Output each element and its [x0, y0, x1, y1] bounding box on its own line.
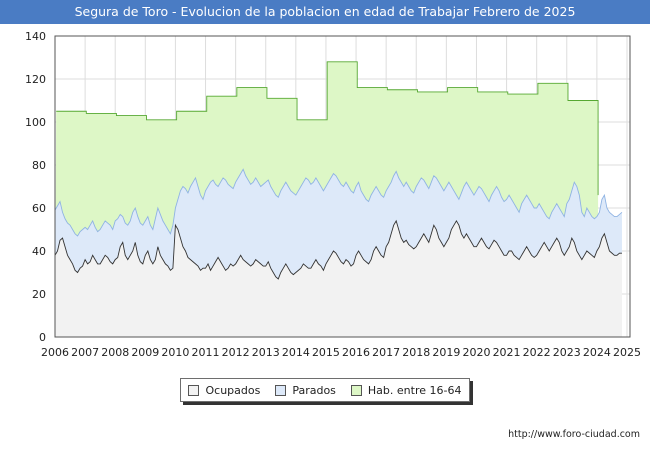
- x-tick-label-2024: 2024: [583, 346, 611, 359]
- x-tick-label-2009: 2009: [131, 346, 159, 359]
- legend-label-ocupados: Ocupados: [205, 383, 261, 397]
- x-tick-label-2021: 2021: [493, 346, 521, 359]
- x-tick-label-2013: 2013: [252, 346, 280, 359]
- x-tick-label-2006: 2006: [41, 346, 69, 359]
- y-tick-label-0: 0: [39, 331, 46, 344]
- x-tick-label-2018: 2018: [402, 346, 430, 359]
- x-tick-label-2015: 2015: [312, 346, 340, 359]
- series-ocupados-line: [54, 219, 622, 280]
- x-tick-label-2011: 2011: [192, 346, 220, 359]
- y-tick-label-120: 120: [25, 73, 46, 86]
- x-tick-label-2022: 2022: [523, 346, 551, 359]
- legend-label-parados: Parados: [292, 383, 336, 397]
- x-tick-label-2012: 2012: [222, 346, 250, 359]
- y-tick-label-20: 20: [32, 288, 46, 301]
- y-tick-label-100: 100: [25, 116, 46, 129]
- x-tick-label-2023: 2023: [553, 346, 581, 359]
- x-tick-label-2007: 2007: [71, 346, 99, 359]
- x-tick-label-2017: 2017: [372, 346, 400, 359]
- chart-legend: Ocupados Parados Hab. entre 16-64: [180, 378, 470, 402]
- y-tick-label-60: 60: [32, 202, 46, 215]
- legend-entry-parados: Parados: [275, 384, 336, 397]
- x-tick-label-2008: 2008: [101, 346, 129, 359]
- x-tick-label-2019: 2019: [432, 346, 460, 359]
- series-layer: [54, 61, 623, 338]
- x-tick-label-2016: 2016: [342, 346, 370, 359]
- series-habitantes-line: [56, 61, 599, 196]
- x-tick-label-2010: 2010: [161, 346, 189, 359]
- chart-title: Segura de Toro - Evolucion de la poblaci…: [0, 0, 650, 24]
- series-ocupados-area: [55, 220, 622, 337]
- x-tick-label-2020: 2020: [462, 346, 490, 359]
- y-tick-label-140: 140: [25, 30, 46, 43]
- x-tick-label-2025: 2025: [613, 346, 641, 359]
- legend-swatch-ocupados: [188, 384, 200, 396]
- series-parados-line: [54, 168, 623, 237]
- y-tick-label-80: 80: [32, 159, 46, 172]
- legend-entry-ocupados: Ocupados: [188, 384, 260, 397]
- legend-entry-habitantes: Hab. entre 16-64: [350, 383, 462, 397]
- legend-swatch-habitantes: [350, 384, 362, 396]
- plot-frame: [54, 35, 631, 338]
- y-tick-label-40: 40: [32, 245, 46, 258]
- legend-swatch-parados: [275, 384, 287, 396]
- x-tick-label-2014: 2014: [282, 346, 310, 359]
- source-link[interactable]: http://www.foro-ciudad.com: [508, 429, 640, 440]
- legend-label-habitantes: Hab. entre 16-64: [367, 383, 462, 397]
